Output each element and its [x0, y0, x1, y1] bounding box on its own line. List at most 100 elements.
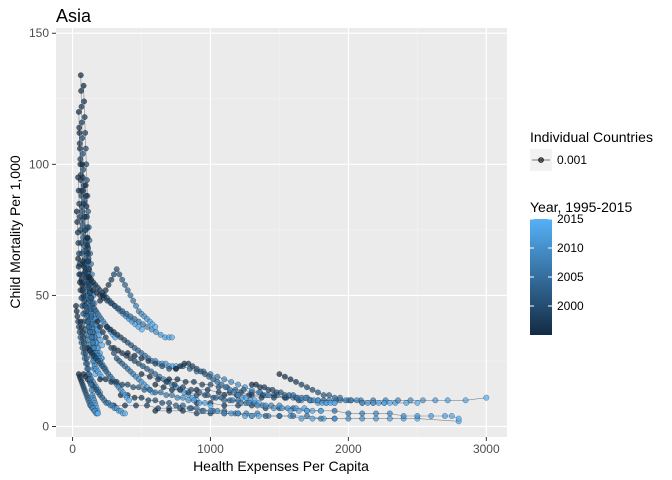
data-point — [80, 334, 87, 341]
data-point — [152, 407, 159, 414]
data-point — [84, 242, 91, 249]
data-point — [75, 240, 82, 246]
data-point — [262, 413, 269, 419]
data-point — [89, 339, 96, 346]
data-point — [221, 376, 228, 383]
data-point — [342, 397, 349, 404]
data-point — [82, 129, 89, 136]
data-point — [81, 114, 88, 121]
data-point — [135, 318, 142, 325]
data-point — [196, 389, 203, 396]
data-point — [83, 192, 90, 199]
data-point — [124, 350, 131, 357]
data-point — [228, 378, 235, 385]
data-point — [76, 124, 83, 131]
data-point — [115, 347, 122, 354]
gridlines — [56, 28, 507, 437]
data-point — [95, 410, 102, 417]
data-point — [80, 292, 87, 299]
data-point — [218, 381, 225, 388]
data-point — [102, 376, 109, 383]
data-point — [122, 402, 128, 409]
data-point — [353, 397, 360, 404]
data-point — [79, 135, 86, 142]
data-point — [174, 376, 181, 383]
data-point — [77, 156, 84, 163]
data-point — [135, 384, 142, 391]
data-point — [138, 355, 145, 362]
data-point — [462, 397, 469, 404]
data-point — [221, 397, 228, 404]
data-point — [348, 397, 355, 404]
data-point — [331, 399, 338, 406]
data-point — [97, 297, 104, 304]
data-point — [155, 376, 162, 383]
data-point — [83, 203, 90, 210]
data-point — [138, 326, 145, 333]
data-point — [144, 365, 150, 372]
data-point — [119, 276, 126, 283]
data-point — [270, 405, 277, 412]
data-point — [202, 371, 208, 378]
data-point — [102, 287, 109, 294]
data-point — [84, 234, 90, 241]
data-point — [199, 381, 206, 388]
legend-color-title: Year, 1995-2015 — [530, 199, 632, 215]
data-point — [122, 410, 128, 417]
data-point — [110, 350, 117, 357]
data-point — [414, 413, 421, 419]
data-point — [229, 397, 236, 404]
data-point — [279, 405, 286, 412]
data-point — [144, 402, 150, 409]
data-point — [370, 399, 377, 406]
data-point — [81, 339, 88, 346]
data-point — [76, 250, 82, 257]
data-point — [76, 129, 83, 136]
data-point — [79, 258, 86, 265]
data-point — [276, 413, 283, 419]
data-point — [190, 397, 197, 404]
data-point — [105, 339, 112, 346]
data-point — [293, 378, 299, 385]
data-point — [248, 413, 255, 419]
data-point — [83, 213, 90, 220]
data-point — [189, 363, 196, 370]
data-point — [265, 392, 272, 399]
data-point — [235, 392, 242, 399]
data-point — [407, 397, 414, 404]
data-point — [82, 268, 88, 275]
data-point — [295, 407, 302, 414]
data-point — [84, 250, 91, 257]
data-point — [144, 323, 151, 330]
data-point — [99, 292, 106, 299]
data-point — [290, 392, 297, 399]
data-point — [86, 371, 93, 378]
data-point — [222, 384, 229, 391]
data-point — [381, 399, 388, 406]
data-point — [262, 402, 269, 409]
data-point — [302, 394, 309, 401]
data-point — [82, 182, 89, 189]
data-point — [124, 287, 131, 294]
data-point — [82, 145, 89, 152]
data-point — [173, 365, 179, 372]
data-point — [258, 394, 265, 401]
data-point — [455, 415, 462, 422]
data-point — [359, 415, 366, 422]
data-point — [235, 410, 242, 417]
data-point — [80, 82, 87, 89]
data-point — [131, 316, 138, 322]
data-point — [138, 371, 145, 378]
chart-title: Asia — [56, 6, 92, 26]
data-point — [85, 365, 92, 372]
data-point — [287, 376, 294, 383]
data-point — [315, 397, 321, 404]
data-point — [359, 399, 366, 406]
data-point — [337, 394, 344, 401]
data-point — [315, 389, 321, 396]
data-point — [157, 389, 164, 396]
data-point — [326, 392, 333, 399]
data-point — [157, 331, 164, 338]
data-point — [193, 405, 200, 412]
